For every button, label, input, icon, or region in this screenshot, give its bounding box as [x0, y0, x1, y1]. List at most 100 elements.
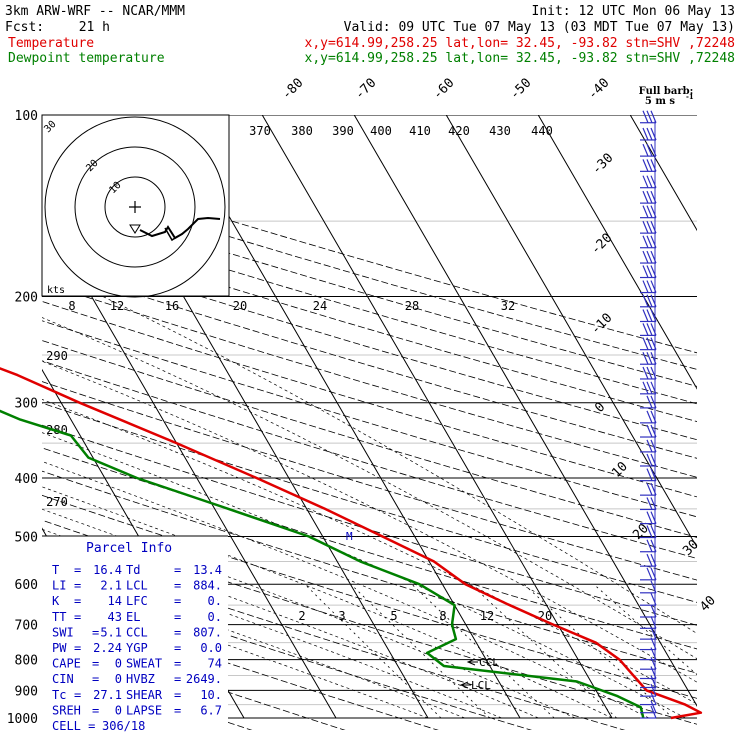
wind-barb — [640, 143, 657, 157]
wind-barb-flag — [646, 337, 653, 350]
parcel-info-title: Parcel Info — [86, 541, 172, 556]
parcel-row-eq: = — [174, 579, 181, 593]
dry-adiabat-line — [42, 470, 697, 674]
wind-barb-flag — [642, 381, 649, 395]
theta-label: 430 — [489, 124, 511, 138]
parcel-row-value: 2.1 — [100, 579, 122, 593]
parcel-row-eq: = — [174, 688, 181, 702]
wind-barb — [640, 190, 657, 204]
parcel-row-value: 13.4 — [193, 563, 222, 577]
wind-barb-flag — [646, 366, 653, 380]
hodograph-trace — [164, 227, 179, 242]
moist-adiabat-line — [42, 486, 613, 719]
isotherm-label: 30 — [680, 537, 702, 559]
wind-barb — [640, 511, 657, 525]
lcl-label: LCL — [471, 679, 491, 692]
pressure-tick-label: 500 — [15, 530, 38, 545]
wind-barb-flag — [646, 265, 653, 278]
wind-barb-flag — [646, 410, 653, 424]
isotherm-line — [445, 115, 697, 549]
hodograph-ring-20 — [74, 146, 196, 268]
wind-barb-flag — [650, 705, 657, 719]
isotherm-label: 40 — [697, 593, 719, 615]
wind-barb-flag — [646, 439, 653, 453]
parcel-row-label: SREH — [52, 703, 81, 717]
wind-barb-flag — [646, 175, 653, 188]
wind-barb-flag — [646, 539, 653, 552]
wind-barb — [640, 539, 657, 553]
wind-barb — [640, 175, 657, 189]
hodograph-ring-10 — [104, 176, 166, 238]
m-marker: M — [346, 530, 353, 543]
isotherm-label: 0 — [592, 400, 608, 416]
dry-adiabat-line — [42, 211, 697, 405]
moist-adiabat-line — [42, 317, 697, 660]
dry-adiabat-line — [42, 263, 697, 459]
wind-barb — [640, 205, 657, 219]
isotherm-label: -30 — [589, 151, 616, 178]
dry-adiabat-line — [42, 402, 697, 603]
parcel-row-value: 0 — [115, 703, 122, 717]
wind-barb — [640, 567, 657, 581]
wind-barb-flag — [642, 250, 649, 264]
wind-barb-flag — [642, 323, 649, 336]
isotherm-label: -10 — [588, 311, 615, 338]
temperature-location: x,y=614.99,258.25 lat,lon= 32.45, -93.82… — [305, 36, 735, 51]
parcel-row-label: K — [52, 594, 60, 608]
parcel-row-value: 0.0 — [200, 641, 222, 655]
wind-barb — [640, 424, 657, 438]
wind-barb-flag — [646, 511, 653, 524]
wind-barb — [640, 309, 657, 323]
parcel-row-value: 0 — [115, 672, 122, 686]
dry-adiabat-line — [42, 320, 697, 518]
dry-adiabat-line — [42, 545, 626, 730]
lcl-marker: LCL — [459, 679, 491, 692]
profiles — [0, 367, 703, 720]
model-title: 3km ARW-WRF -- NCAR/MMM — [5, 4, 185, 19]
parcel-row-label: Tc — [52, 688, 66, 702]
wind-barb-flag — [646, 250, 653, 264]
parcel-row-eq: = — [74, 594, 81, 608]
ccl-marker: CCL — [466, 656, 499, 669]
isotherm-line — [537, 115, 697, 390]
theta-label: 440 — [531, 124, 553, 138]
parcel-row-value: 5.1 — [100, 625, 122, 639]
parcel-row-eq: = — [74, 641, 81, 655]
parcel-row-eq: = — [174, 625, 181, 639]
parcel-row-value: 2649. — [186, 672, 222, 686]
pressure-tick-label: 1000 — [7, 712, 38, 727]
parcel-row-value: 27.1 — [93, 688, 122, 702]
parcel-row-label: SWEAT — [126, 657, 162, 671]
parcel-row-label: SHEAR — [126, 688, 163, 702]
parcel-info-background — [42, 536, 228, 730]
theta-label: 270 — [46, 495, 68, 509]
wind-barb-flag — [642, 190, 649, 204]
parcel-row-eq: = — [92, 672, 99, 686]
dry-adiabat-line — [42, 360, 697, 559]
wind-barb — [640, 280, 657, 294]
parcel-row-label: EL — [126, 610, 140, 624]
dry-adiabat-line — [42, 245, 697, 441]
dry-adiabat-line — [42, 178, 697, 370]
wind-barb — [640, 410, 657, 424]
mixing-ratio-label: 16 — [165, 299, 179, 313]
mixing-ratio-label: 12 — [480, 609, 494, 623]
wind-barb-flag — [646, 190, 653, 204]
parcel-row-label: CIN — [52, 672, 74, 686]
wind-barb — [640, 395, 657, 409]
dewpoint-location: x,y=614.99,258.25 lat,lon= 32.45, -93.82… — [305, 51, 735, 66]
dry-adiabat-line — [42, 340, 697, 538]
wind-barb-flag — [642, 143, 649, 157]
full-barb-line1: Full barb: — [639, 86, 694, 97]
wind-barb — [640, 666, 657, 680]
wind-barb-flag — [642, 127, 649, 141]
parcel-row-label: LAPSE — [126, 703, 162, 717]
wind-barb-flag — [642, 220, 649, 234]
parcel-row-eq: = — [74, 610, 81, 624]
wind-barb — [640, 439, 657, 453]
parcel-row-value: 807. — [193, 625, 222, 639]
pressure-tick-label: 700 — [15, 619, 38, 634]
temperature-profile — [0, 367, 703, 720]
wind-barb — [640, 323, 657, 336]
mixing-ratio-line — [304, 583, 442, 719]
